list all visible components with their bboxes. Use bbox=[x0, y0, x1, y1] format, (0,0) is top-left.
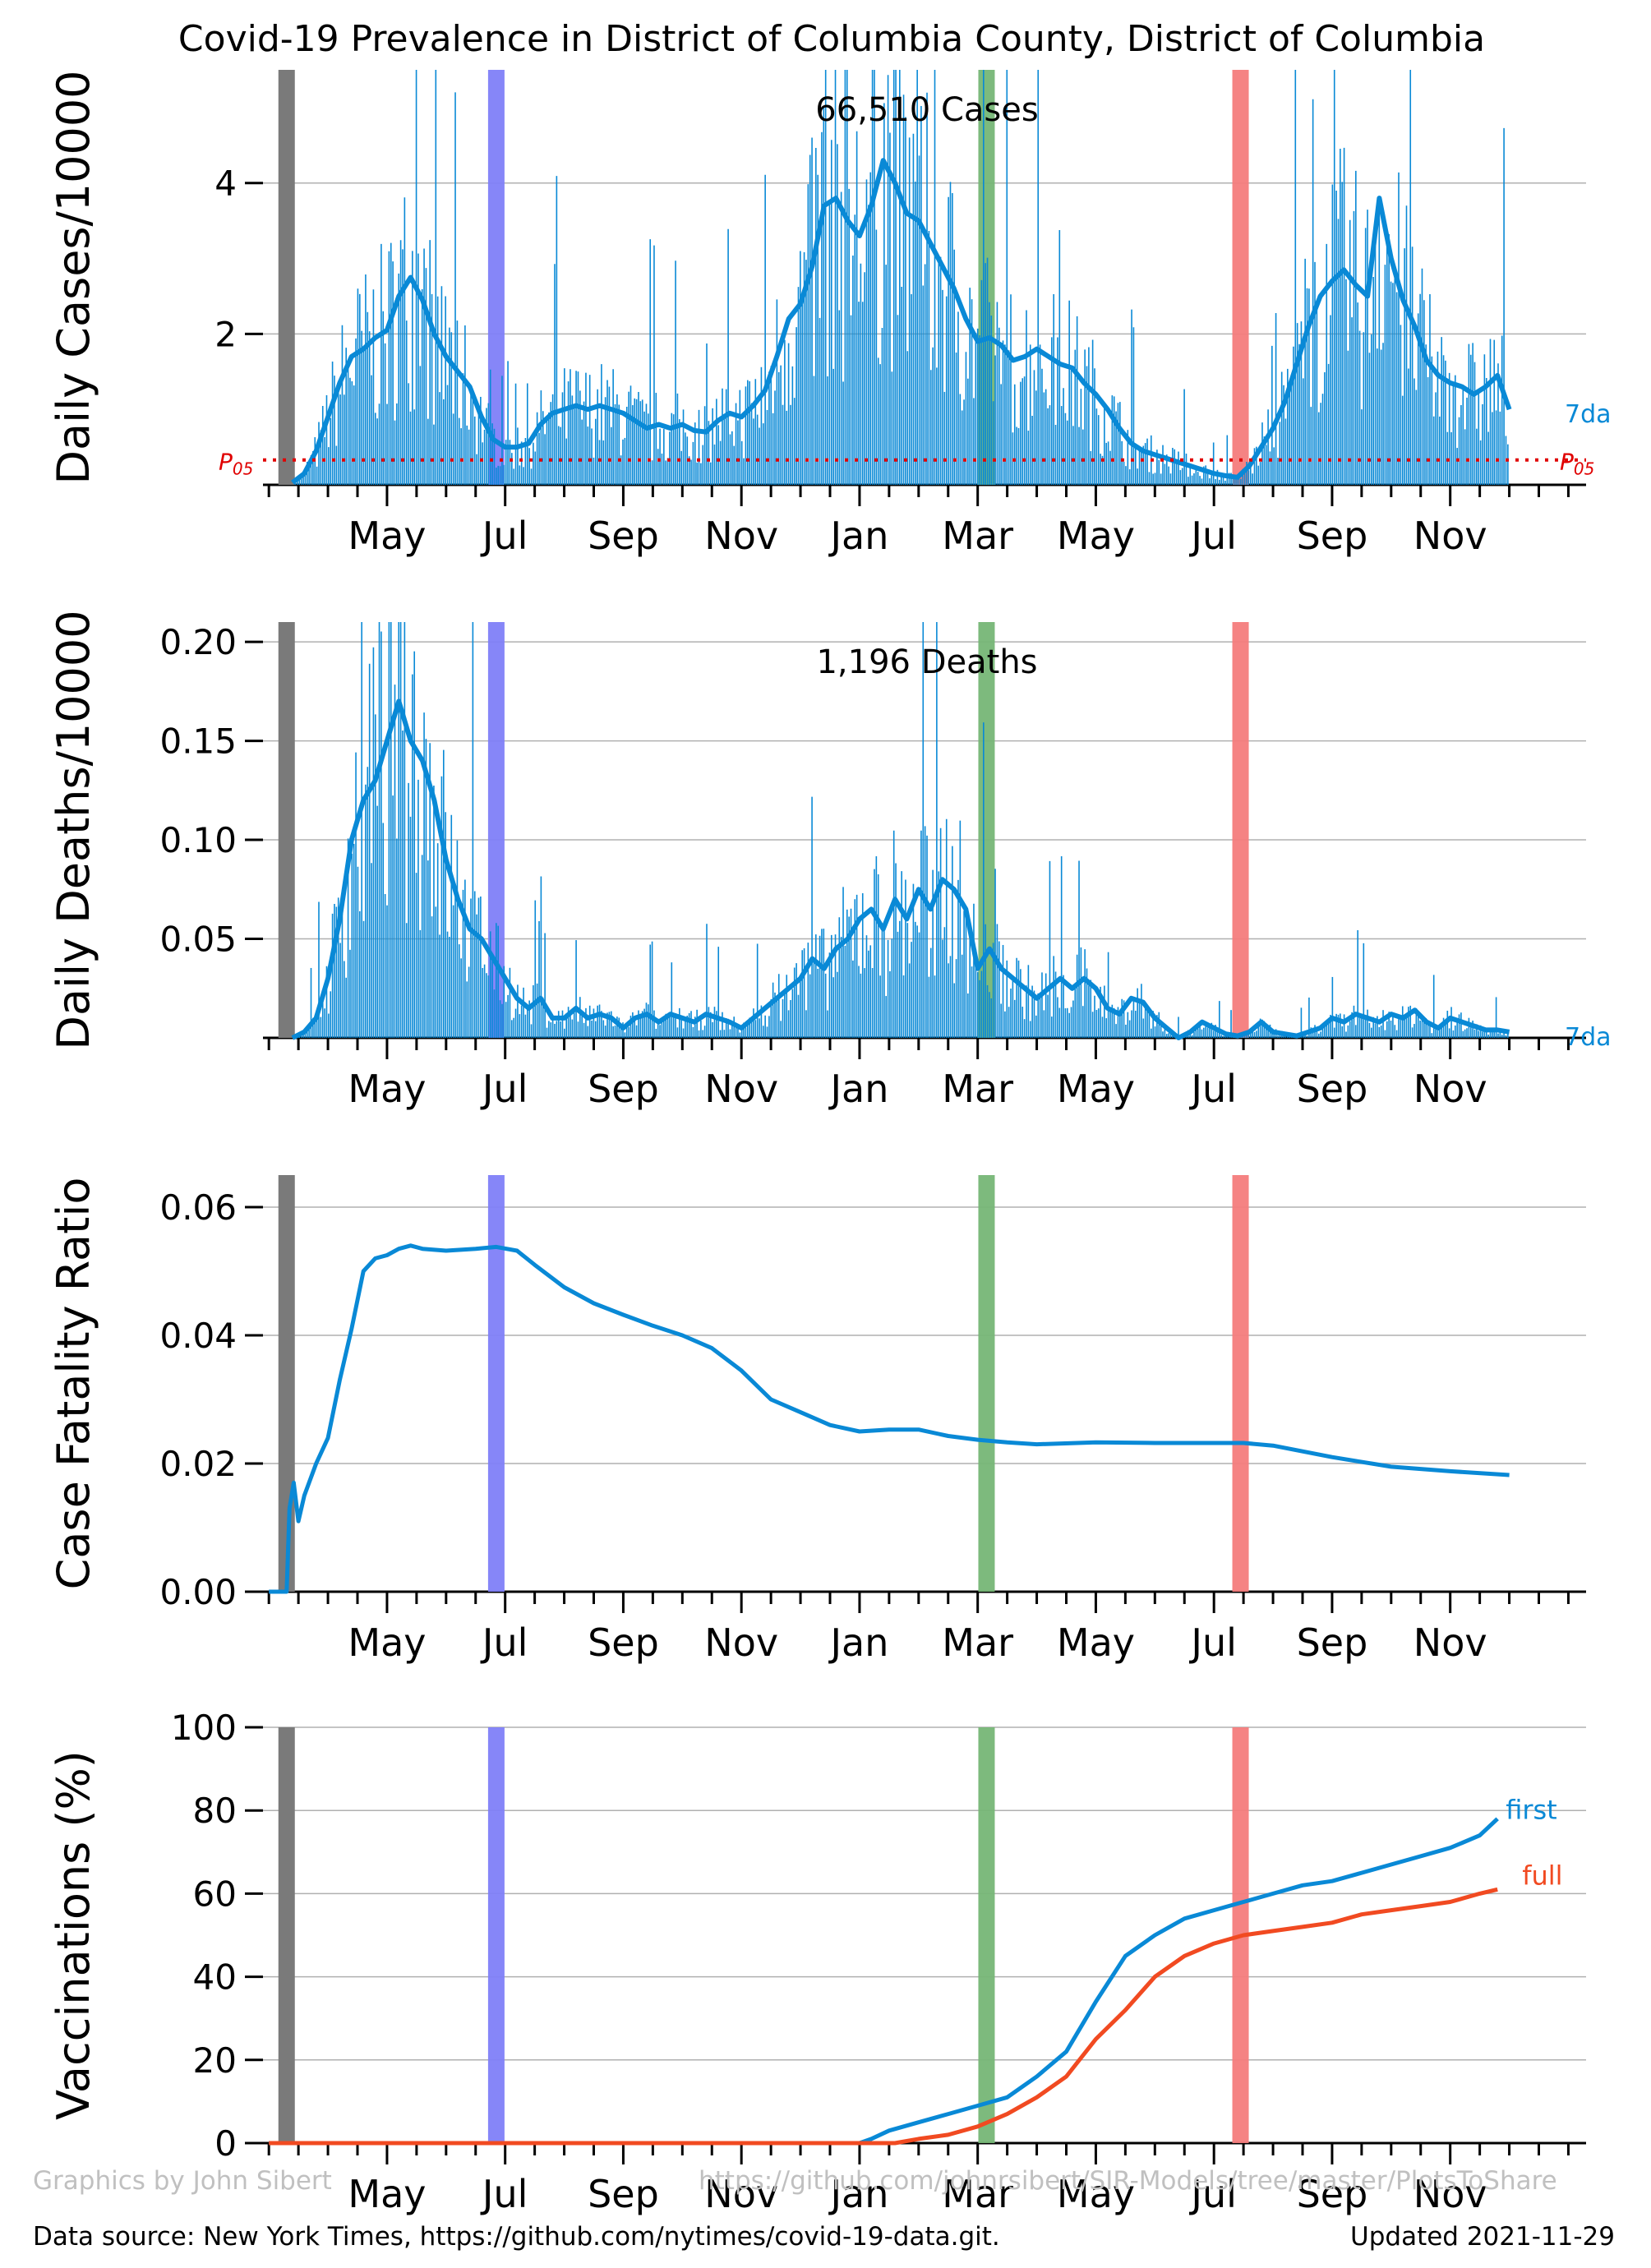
event-marker-band bbox=[278, 622, 295, 1038]
y-axis-label: Vaccinations (%) bbox=[48, 1750, 99, 2120]
y-tick-label: 0.02 bbox=[159, 1444, 237, 1484]
event-marker-band bbox=[1232, 70, 1249, 485]
vaccination-first-line bbox=[269, 1817, 1499, 2146]
x-tick-label: Mar bbox=[942, 2172, 1013, 2216]
deaths-panel: 0.05 0.10 0.15 0.20 Daily Deaths/10000 May Jul… bbox=[48, 610, 1612, 1111]
x-tick-label: Sep bbox=[588, 1620, 659, 1665]
x-tick-label: Jul bbox=[480, 1620, 528, 1665]
y-tick-label: 0.10 bbox=[159, 820, 237, 860]
x-tick-label: Jul bbox=[480, 514, 528, 558]
event-marker-band bbox=[487, 70, 505, 485]
event-marker-band bbox=[978, 1727, 995, 2143]
x-tick-label: Sep bbox=[1297, 1067, 1368, 1111]
x-tick-label: Mar bbox=[942, 1620, 1013, 1665]
series-7da-label: 7da bbox=[1565, 400, 1612, 429]
x-tick-label: Jul bbox=[1188, 1067, 1237, 1111]
event-marker-band bbox=[487, 1175, 505, 1592]
credit-text: Graphics by John Sibert bbox=[33, 2166, 332, 2196]
y-tick-label: 2 bbox=[214, 314, 237, 354]
event-marker-band bbox=[487, 1727, 505, 2143]
event-marker-band bbox=[978, 1175, 995, 1592]
total-annotation: 1,196 Deaths bbox=[816, 643, 1037, 681]
y-tick-label: 40 bbox=[193, 1957, 237, 1998]
x-tick-label: Mar bbox=[942, 514, 1013, 558]
y-tick-label: 60 bbox=[193, 1874, 237, 1914]
data-source-text: Data source: New York Times, https://git… bbox=[33, 2222, 1000, 2252]
x-tick-label: Nov bbox=[1413, 1067, 1487, 1111]
x-tick-label: May bbox=[1057, 1620, 1135, 1665]
x-tick-label: Nov bbox=[1413, 514, 1487, 558]
x-tick-label: Nov bbox=[1413, 2172, 1487, 2216]
x-tick-label: Jul bbox=[480, 2172, 528, 2216]
series-7da-line bbox=[291, 698, 1510, 1040]
event-marker-band bbox=[978, 70, 995, 485]
vaccination-first-label: first bbox=[1506, 1794, 1557, 1825]
x-tick-label: Nov bbox=[704, 514, 778, 558]
y-tick-label: 0.05 bbox=[159, 920, 237, 960]
x-tick-label: Sep bbox=[1297, 514, 1368, 558]
y-tick-label: 0.04 bbox=[159, 1316, 237, 1356]
x-tick-label: Jul bbox=[1188, 2172, 1237, 2216]
event-marker-band bbox=[1232, 1175, 1249, 1592]
x-tick-label: May bbox=[348, 1620, 426, 1665]
x-tick-label: Jul bbox=[480, 1067, 528, 1111]
x-tick-label: Sep bbox=[588, 2172, 659, 2216]
x-tick-label: Jan bbox=[828, 514, 888, 558]
y-axis-label: Daily Cases/10000 bbox=[48, 70, 99, 484]
x-tick-label: Sep bbox=[1297, 1620, 1368, 1665]
y-tick-label: 100 bbox=[171, 1708, 237, 1748]
vaccination-full-line bbox=[269, 1887, 1498, 2146]
y-axis-label: Daily Deaths/10000 bbox=[48, 610, 99, 1049]
x-tick-label: May bbox=[1057, 514, 1135, 558]
series-7da-label: 7da bbox=[1565, 1023, 1612, 1052]
vaccinations-panel: 0 20 40 60 80 100 Vaccinations (%) May Jul Sep Nov… bbox=[48, 1708, 1586, 2216]
x-tick-label: Sep bbox=[588, 1067, 659, 1111]
event-marker-band bbox=[978, 622, 995, 1038]
y-tick-label: 80 bbox=[193, 1791, 237, 1831]
x-tick-label: May bbox=[1057, 1067, 1135, 1111]
x-tick-label: Jan bbox=[828, 1067, 888, 1111]
x-tick-label: May bbox=[348, 514, 426, 558]
x-tick-label: May bbox=[1057, 2172, 1135, 2216]
series-7da-line bbox=[291, 158, 1512, 485]
x-tick-label: Jul bbox=[1188, 1620, 1237, 1665]
event-marker-band bbox=[278, 70, 295, 485]
y-tick-label: 0 bbox=[214, 2123, 237, 2164]
y-tick-label: 20 bbox=[193, 2040, 237, 2081]
x-tick-label: Jul bbox=[1188, 514, 1237, 558]
y-axis-label: Case Fatality Ratio bbox=[48, 1178, 99, 1590]
y-tick-label: 0.20 bbox=[159, 622, 237, 662]
vaccination-full-label: full bbox=[1522, 1860, 1562, 1891]
p05-label-left: P05 bbox=[219, 449, 253, 479]
repo-link[interactable]: https://github.com/johnrsibert/SIR-Model… bbox=[699, 2166, 1557, 2196]
y-tick-label: 0.15 bbox=[159, 721, 237, 762]
x-tick-label: Nov bbox=[704, 2172, 778, 2216]
x-tick-label: Nov bbox=[1413, 1620, 1487, 1665]
y-tick-label: 0.00 bbox=[159, 1572, 237, 1612]
x-tick-label: Nov bbox=[704, 1620, 778, 1665]
p05-label-right: P05 bbox=[1560, 449, 1594, 479]
x-tick-label: May bbox=[348, 2172, 426, 2216]
y-tick-label: 0.06 bbox=[159, 1187, 237, 1228]
event-marker-band bbox=[278, 1175, 295, 1592]
x-tick-label: May bbox=[348, 1067, 426, 1111]
event-marker-band bbox=[278, 1727, 295, 2143]
event-marker-band bbox=[487, 622, 505, 1038]
x-tick-label: Nov bbox=[704, 1067, 778, 1111]
y-tick-label: 4 bbox=[214, 164, 237, 204]
x-tick-label: Sep bbox=[1297, 2172, 1368, 2216]
cases-panel: 2 4 Daily Cases/10000 May Jul Sep Nov Jan Mar May… bbox=[48, 70, 1612, 558]
cfr-line bbox=[269, 1243, 1510, 1594]
cfr-panel: 0.00 0.02 0.04 0.06 Case Fatality Ratio May Ju… bbox=[48, 1175, 1586, 1665]
updated-date: Updated 2021-11-29 bbox=[1350, 2222, 1615, 2252]
chart-title: Covid-19 Prevalence in District of Colum… bbox=[178, 18, 1485, 60]
x-tick-label: Sep bbox=[588, 514, 659, 558]
event-marker-band bbox=[1232, 622, 1249, 1038]
total-annotation: 66,510 Cases bbox=[815, 91, 1038, 129]
x-tick-label: Mar bbox=[942, 1067, 1013, 1111]
x-tick-label: Jan bbox=[828, 2172, 888, 2216]
x-tick-label: Jan bbox=[828, 1620, 888, 1665]
